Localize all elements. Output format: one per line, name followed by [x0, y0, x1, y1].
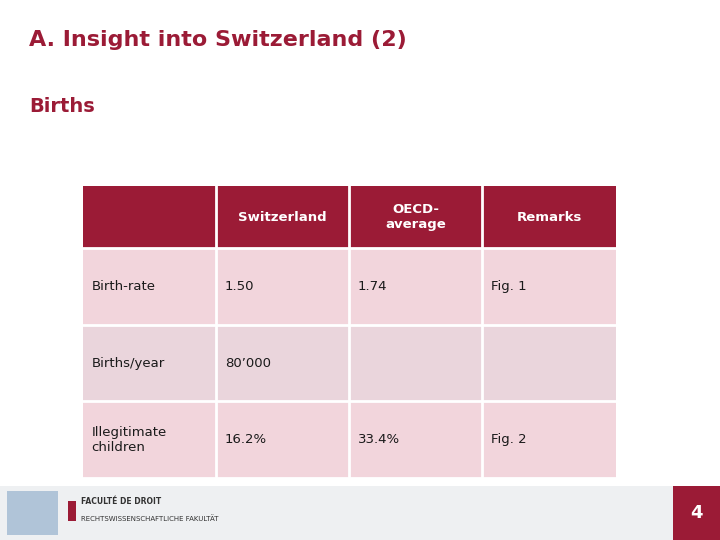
- Text: RECHTSWISSENSCHAFTLICHE FAKULTÄT: RECHTSWISSENSCHAFTLICHE FAKULTÄT: [81, 515, 218, 522]
- Text: 80’000: 80’000: [225, 356, 271, 370]
- Bar: [349, 186, 482, 248]
- Bar: [349, 325, 482, 401]
- Bar: [482, 248, 616, 325]
- Bar: [673, 486, 720, 540]
- Bar: [7, 491, 58, 535]
- Text: Remarks: Remarks: [516, 211, 582, 224]
- Text: 1.50: 1.50: [225, 280, 254, 293]
- Text: Births/year: Births/year: [91, 356, 165, 370]
- Bar: [216, 186, 349, 248]
- Bar: [83, 186, 216, 248]
- Text: Birth-rate: Birth-rate: [91, 280, 156, 293]
- Bar: [216, 248, 349, 325]
- Bar: [83, 248, 216, 325]
- Bar: [349, 401, 482, 478]
- Text: 4: 4: [690, 504, 703, 522]
- Bar: [83, 401, 216, 478]
- Text: 16.2%: 16.2%: [225, 433, 267, 446]
- Bar: [482, 186, 616, 248]
- Bar: [0, 486, 720, 540]
- Text: Fig. 1: Fig. 1: [491, 280, 526, 293]
- Bar: [216, 325, 349, 401]
- Text: 1.74: 1.74: [358, 280, 387, 293]
- Bar: [83, 325, 216, 401]
- Bar: [68, 501, 76, 521]
- Bar: [216, 401, 349, 478]
- Text: 33.4%: 33.4%: [358, 433, 400, 446]
- Text: OECD-
average: OECD- average: [385, 204, 446, 231]
- Text: Fig. 2: Fig. 2: [491, 433, 526, 446]
- Bar: [349, 248, 482, 325]
- Text: FACULTÉ DE DROIT: FACULTÉ DE DROIT: [81, 497, 161, 505]
- Bar: [482, 401, 616, 478]
- Bar: [482, 325, 616, 401]
- Text: Switzerland: Switzerland: [238, 211, 327, 224]
- Text: Illegitimate
children: Illegitimate children: [91, 426, 167, 454]
- Text: Births: Births: [29, 97, 94, 116]
- Text: A. Insight into Switzerland (2): A. Insight into Switzerland (2): [29, 30, 407, 50]
